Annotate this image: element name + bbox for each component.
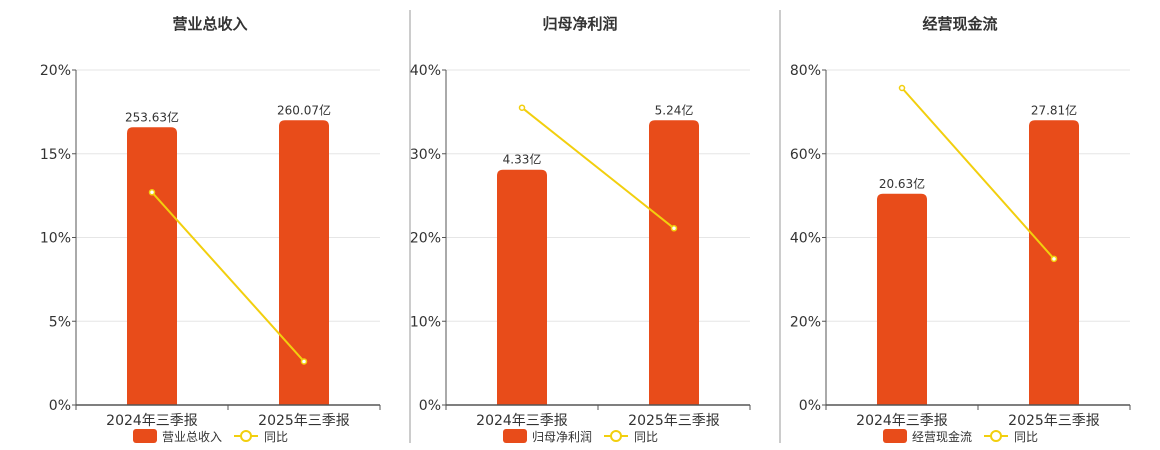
- bar-data-label: 253.63亿: [125, 109, 179, 124]
- legend-marker-icon: [240, 430, 252, 442]
- bar: [497, 169, 547, 405]
- bar-data-label: 27.81亿: [1031, 102, 1077, 117]
- y-tick-label: 5%: [49, 314, 71, 330]
- legend-bar-icon: [503, 429, 527, 443]
- y-tick-label: 10%: [40, 231, 71, 247]
- yoy-point: [518, 104, 526, 111]
- chart-panel-3: 经营现金流 0% 20% 40% 60% 80% 20.63亿 2024年三季报 27.81亿 2…: [790, 15, 1131, 444]
- legend-label: 同比: [634, 430, 658, 444]
- y-tick-label: 20%: [410, 231, 441, 247]
- legend-marker-icon: [610, 430, 622, 442]
- legend-item-line[interactable]: 同比: [234, 430, 288, 444]
- y-tick-label: 30%: [410, 147, 441, 163]
- yoy-point: [300, 358, 308, 365]
- legend-bar-icon: [883, 429, 907, 443]
- legend-label: 同比: [264, 430, 288, 444]
- yoy-point: [1050, 255, 1058, 263]
- chart-panel-1: 营业总收入 0% 5% 10% 15% 20% 253.63亿 2024年三季报 260.07亿…: [40, 15, 381, 444]
- y-tick-label: 15%: [40, 147, 71, 163]
- x-tick-label: 2024年三季报: [106, 413, 198, 429]
- yoy-line: [151, 191, 305, 363]
- bar-data-label: 5.24亿: [655, 102, 694, 117]
- legend-label: 营业总收入: [162, 430, 222, 444]
- legend-marker-icon: [990, 430, 1002, 442]
- y-tick-label: 20%: [40, 63, 71, 79]
- bar-data-label: 4.33亿: [503, 152, 542, 167]
- chart-title: 经营现金流: [922, 15, 997, 33]
- y-tick-label: 10%: [410, 314, 441, 330]
- legend-item-bar[interactable]: 经营现金流: [883, 429, 972, 444]
- bar: [649, 120, 699, 405]
- yoy-point: [670, 225, 678, 232]
- x-tick-label: 2025年三季报: [258, 413, 350, 429]
- bar: [127, 127, 177, 405]
- legend: 经营现金流 同比: [883, 429, 1038, 444]
- legend-label: 归母净利润: [532, 430, 592, 444]
- bar: [877, 193, 927, 405]
- bar-data-label: 20.63亿: [879, 176, 925, 191]
- y-tick-label: 0%: [799, 398, 821, 414]
- legend-label: 经营现金流: [912, 429, 972, 444]
- yoy-line: [901, 87, 1055, 260]
- legend: 归母净利润 同比: [503, 429, 658, 444]
- chart-title: 营业总收入: [172, 15, 247, 33]
- legend-item-line[interactable]: 同比: [984, 430, 1038, 444]
- x-tick-label: 2025年三季报: [628, 413, 720, 429]
- chart-panel-2: 归母净利润 0% 10% 20% 30% 40% 4.33亿 2024年三季报 5.24亿 202…: [410, 15, 751, 444]
- legend-item-line[interactable]: 同比: [604, 430, 658, 444]
- chart-title: 归母净利润: [542, 15, 617, 33]
- x-tick-label: 2024年三季报: [476, 413, 568, 429]
- bar: [1029, 120, 1079, 405]
- y-tick-label: 60%: [790, 147, 821, 163]
- bar-data-label: 260.07亿: [277, 102, 331, 117]
- legend-label: 同比: [1014, 430, 1038, 444]
- yoy-point: [898, 84, 906, 92]
- yoy-line: [521, 106, 675, 230]
- y-tick-label: 0%: [419, 398, 441, 414]
- x-tick-label: 2024年三季报: [856, 413, 948, 429]
- y-tick-label: 20%: [790, 314, 821, 330]
- y-tick-label: 40%: [790, 231, 821, 247]
- bar: [279, 120, 329, 405]
- y-tick-label: 40%: [410, 63, 441, 79]
- legend: 营业总收入 同比: [133, 429, 288, 444]
- x-tick-label: 2025年三季报: [1008, 413, 1100, 429]
- yoy-point: [148, 189, 156, 196]
- legend-bar-icon: [133, 429, 157, 443]
- y-tick-label: 80%: [790, 63, 821, 79]
- legend-item-bar[interactable]: 归母净利润: [503, 429, 592, 444]
- legend-item-bar[interactable]: 营业总收入: [133, 429, 222, 444]
- y-tick-label: 0%: [49, 398, 71, 414]
